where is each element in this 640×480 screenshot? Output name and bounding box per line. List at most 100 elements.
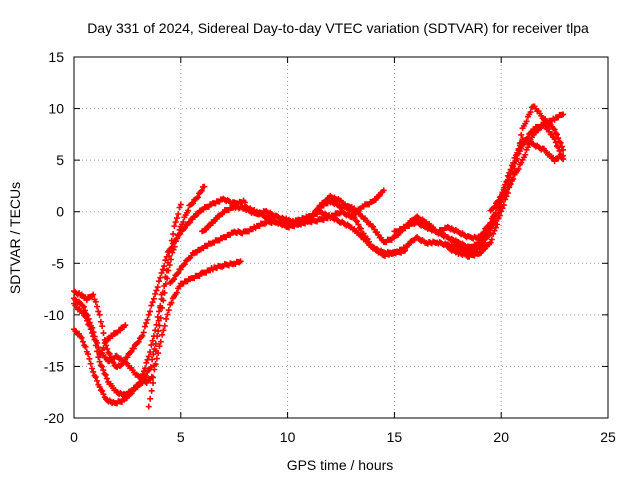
data-point xyxy=(99,323,106,330)
data-point xyxy=(99,363,106,370)
data-point xyxy=(173,215,180,222)
data-point xyxy=(145,403,152,410)
data-point xyxy=(518,131,525,138)
data-point xyxy=(150,295,157,302)
data-point xyxy=(148,302,155,309)
x-tick-label: 15 xyxy=(387,429,403,445)
data-point xyxy=(162,257,169,264)
data-point xyxy=(171,276,178,283)
data-point xyxy=(150,351,157,358)
data-point xyxy=(157,304,164,311)
data-point xyxy=(402,225,409,232)
data-point xyxy=(168,244,175,251)
data-point xyxy=(161,263,168,270)
data-point xyxy=(380,187,387,194)
data-point xyxy=(499,205,506,212)
data-point xyxy=(143,372,150,379)
data-point xyxy=(492,224,499,231)
data-point xyxy=(556,147,563,154)
data-point xyxy=(156,278,163,285)
data-point xyxy=(560,156,567,163)
data-point xyxy=(87,360,94,367)
x-tick-label: 5 xyxy=(177,429,185,445)
data-point xyxy=(80,303,87,310)
data-point xyxy=(84,312,91,319)
data-point xyxy=(173,235,180,242)
data-point xyxy=(551,126,558,133)
data-point xyxy=(92,374,99,381)
y-axis-label: SDTVAR / TECUs xyxy=(7,182,23,294)
y-tick-label: 0 xyxy=(56,204,64,220)
x-tick-label: 10 xyxy=(280,429,296,445)
data-point xyxy=(198,187,205,194)
data-point xyxy=(143,320,150,327)
data-point xyxy=(175,211,182,218)
data-point xyxy=(103,375,110,382)
data-point xyxy=(85,315,92,322)
data-point xyxy=(555,144,562,151)
data-point xyxy=(121,358,128,365)
x-tick-label: 0 xyxy=(70,429,78,445)
data-point xyxy=(168,299,175,306)
data-point xyxy=(141,323,148,330)
data-point xyxy=(160,327,167,334)
data-point xyxy=(157,274,164,281)
data-point xyxy=(86,319,93,326)
data-point xyxy=(152,340,159,347)
data-point xyxy=(554,131,561,138)
data-point xyxy=(104,346,111,353)
data-point xyxy=(90,291,97,298)
data-point xyxy=(167,256,174,263)
data-point xyxy=(145,311,152,318)
y-tick-label: -5 xyxy=(52,255,65,271)
series-track-11 xyxy=(391,136,567,251)
data-point xyxy=(142,365,149,372)
data-point xyxy=(524,134,531,141)
data-point xyxy=(86,355,93,362)
data-point xyxy=(151,362,158,369)
data-point xyxy=(95,344,102,351)
data-point xyxy=(148,387,155,394)
series-track-4 xyxy=(71,195,248,371)
data-point xyxy=(557,151,564,158)
data-point xyxy=(406,241,413,248)
data-point xyxy=(95,308,102,315)
data-point xyxy=(163,253,170,260)
data-point xyxy=(147,395,154,402)
data-point xyxy=(508,168,515,175)
data-point xyxy=(507,181,514,188)
data-point xyxy=(90,329,97,336)
data-point xyxy=(100,344,107,351)
data-point xyxy=(500,202,507,209)
chart-title: Day 331 of 2024, Sidereal Day-to-day VTE… xyxy=(87,20,589,36)
data-point xyxy=(159,331,166,338)
data-point xyxy=(177,266,184,273)
data-point xyxy=(185,207,192,214)
data-point xyxy=(491,227,498,234)
plot-frame xyxy=(73,56,609,419)
axis-ticks: 0 5 10 15 20 25 -20 -15 -10 -5 0 5 10 15 xyxy=(44,49,616,445)
data-point xyxy=(153,321,160,328)
data-point xyxy=(507,171,514,178)
data-point xyxy=(124,354,131,361)
data-point xyxy=(154,284,161,291)
data-point xyxy=(503,193,510,200)
data-point xyxy=(532,129,539,136)
data-point xyxy=(488,219,495,226)
data-point xyxy=(518,145,525,152)
data-point xyxy=(100,367,107,374)
data-point xyxy=(161,322,168,329)
data-point xyxy=(149,337,156,344)
data-point xyxy=(92,298,99,305)
data-point xyxy=(487,224,494,231)
data-point xyxy=(128,390,135,397)
data-point xyxy=(172,219,179,226)
data-point xyxy=(177,230,184,237)
data-point xyxy=(487,239,494,246)
data-point xyxy=(128,348,135,355)
data-point xyxy=(165,307,172,314)
data-point xyxy=(186,219,193,226)
data-point xyxy=(155,317,162,324)
y-tick-label: -10 xyxy=(44,307,64,323)
